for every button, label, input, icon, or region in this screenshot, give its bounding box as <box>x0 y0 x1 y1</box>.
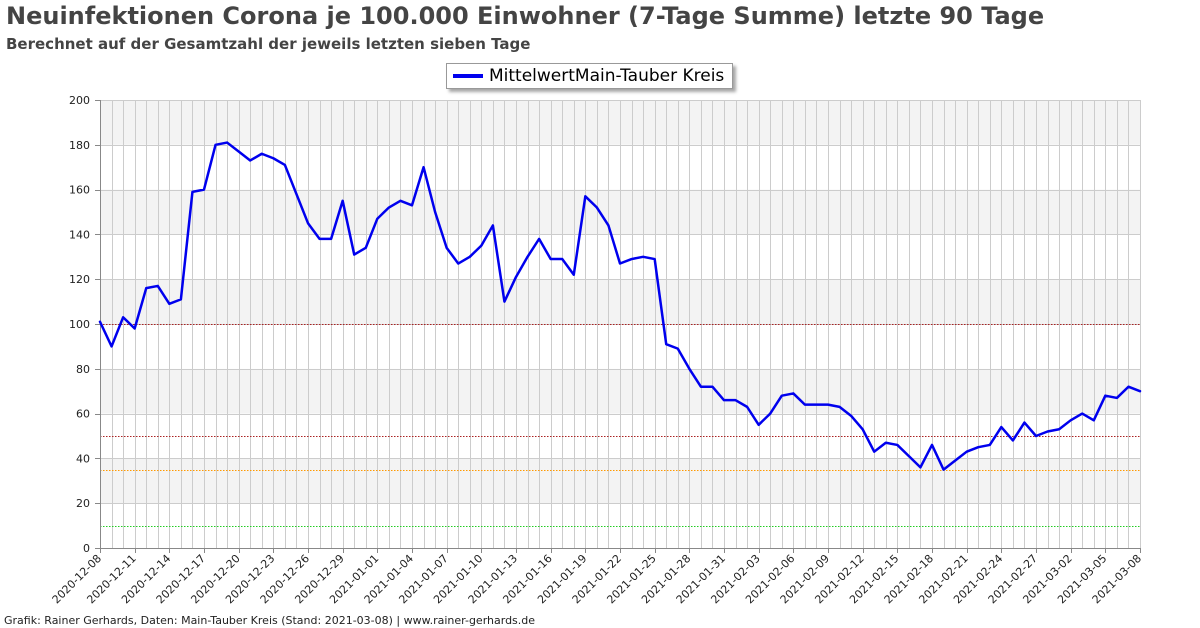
x-tick-labels: 2020-12-082020-12-112020-12-142020-12-17… <box>50 552 1144 606</box>
reference-lines <box>100 324 1140 527</box>
y-tick-label: 60 <box>76 408 90 421</box>
y-tick-label: 140 <box>69 228 90 241</box>
y-tick-label: 40 <box>76 452 90 465</box>
chart-subtitle: Berechnet auf der Gesamtzahl der jeweils… <box>6 35 531 53</box>
y-tick-label: 180 <box>69 139 90 152</box>
series-lines <box>98 141 1142 471</box>
y-tick-label: 80 <box>76 363 90 376</box>
y-tick-label: 100 <box>69 318 90 331</box>
y-tick-label: 200 <box>69 94 90 107</box>
y-tick-label: 20 <box>76 497 90 510</box>
legend: MittelwertMain-Tauber Kreis <box>446 63 734 89</box>
series-line-mittelwert <box>98 141 1142 471</box>
y-tick-label: 160 <box>69 184 90 197</box>
legend-swatch <box>453 74 483 78</box>
chart-title: Neuinfektionen Corona je 100.000 Einwohn… <box>6 2 1045 30</box>
y-tick-label: 0 <box>83 542 90 555</box>
footer-credit: Grafik: Rainer Gerhards, Daten: Main-Tau… <box>4 614 536 627</box>
y-tick-labels: 0 20 40 60 80 100 120 140 160 180 200 <box>69 94 90 555</box>
legend-label: MittelwertMain-Tauber Kreis <box>489 66 725 86</box>
y-tick-label: 120 <box>69 273 90 286</box>
